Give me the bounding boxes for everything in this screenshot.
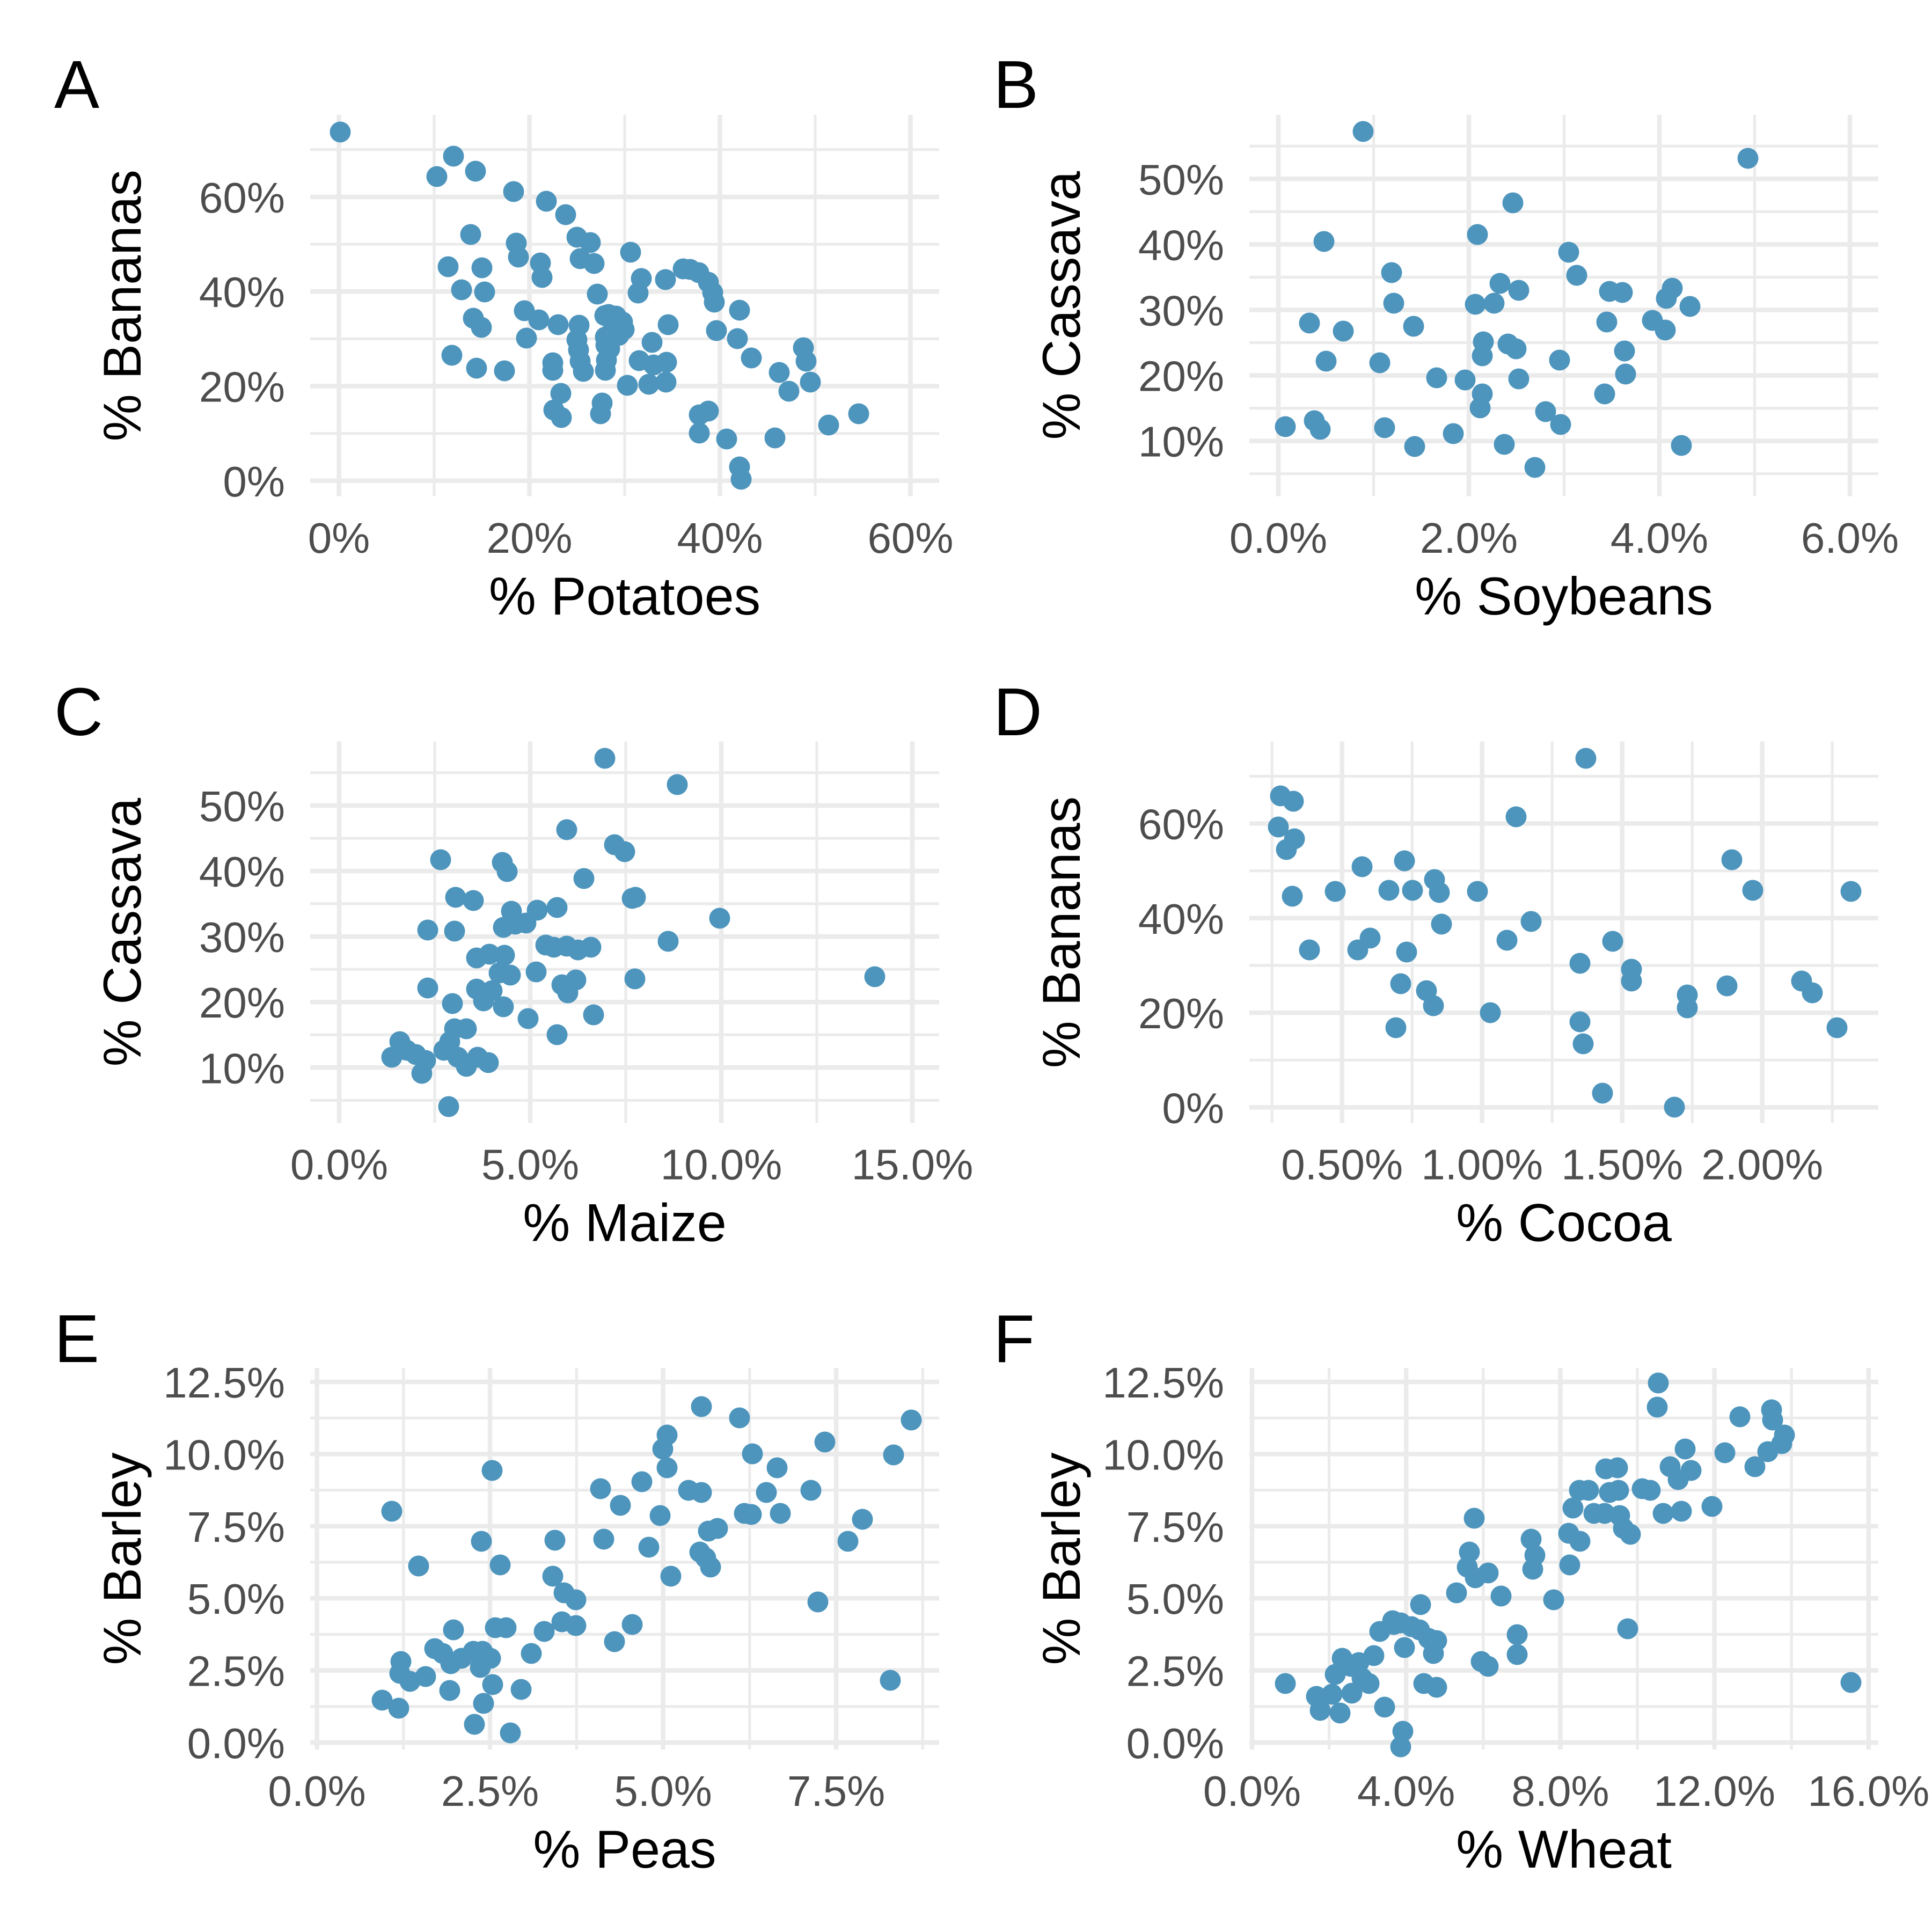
- svg-text:1.50%: 1.50%: [1561, 1141, 1683, 1189]
- svg-text:40%: 40%: [677, 514, 763, 562]
- svg-text:30%: 30%: [199, 913, 285, 961]
- svg-text:16.0%: 16.0%: [1807, 1767, 1929, 1815]
- svg-text:F: F: [993, 1301, 1035, 1377]
- svg-text:10%: 10%: [199, 1044, 285, 1092]
- svg-text:6.0%: 6.0%: [1801, 514, 1899, 562]
- svg-text:20%: 20%: [486, 514, 572, 562]
- svg-text:% Wheat: % Wheat: [1456, 1819, 1672, 1879]
- svg-text:5.0%: 5.0%: [187, 1575, 285, 1623]
- svg-text:8.0%: 8.0%: [1511, 1767, 1609, 1815]
- svg-text:12.5%: 12.5%: [1102, 1359, 1224, 1407]
- svg-text:% Maize: % Maize: [523, 1193, 727, 1253]
- svg-text:% Cassava: % Cassava: [92, 797, 152, 1067]
- svg-text:2.5%: 2.5%: [187, 1648, 285, 1695]
- svg-text:5.0%: 5.0%: [1126, 1575, 1224, 1623]
- svg-text:0.0%: 0.0%: [187, 1719, 285, 1767]
- svg-text:7.5%: 7.5%: [187, 1503, 285, 1551]
- svg-text:C: C: [54, 674, 103, 750]
- svg-text:A: A: [54, 47, 99, 122]
- svg-text:40%: 40%: [199, 848, 285, 896]
- svg-text:50%: 50%: [199, 782, 285, 830]
- svg-text:% Bananas: % Bananas: [92, 170, 152, 441]
- svg-text:20%: 20%: [1138, 353, 1224, 400]
- svg-text:0%: 0%: [1162, 1084, 1224, 1132]
- svg-text:20%: 20%: [199, 979, 285, 1027]
- svg-text:% Peas: % Peas: [533, 1819, 716, 1879]
- svg-text:40%: 40%: [199, 268, 285, 316]
- svg-text:% Bananas: % Bananas: [1031, 796, 1091, 1068]
- svg-text:7.5%: 7.5%: [1126, 1503, 1224, 1551]
- svg-text:0.0%: 0.0%: [1203, 1767, 1301, 1815]
- svg-text:0.50%: 0.50%: [1281, 1141, 1403, 1189]
- svg-text:0.0%: 0.0%: [1230, 514, 1327, 562]
- svg-text:12.0%: 12.0%: [1653, 1767, 1775, 1815]
- svg-text:% Barley: % Barley: [1031, 1452, 1091, 1665]
- svg-text:0%: 0%: [223, 458, 285, 506]
- svg-text:10.0%: 10.0%: [661, 1141, 782, 1189]
- svg-text:B: B: [993, 47, 1038, 122]
- svg-text:40%: 40%: [1138, 895, 1224, 943]
- svg-text:0.0%: 0.0%: [268, 1767, 365, 1815]
- svg-text:2.5%: 2.5%: [441, 1767, 539, 1815]
- svg-text:E: E: [54, 1301, 99, 1377]
- svg-text:2.0%: 2.0%: [1420, 514, 1518, 562]
- svg-text:40%: 40%: [1138, 221, 1224, 269]
- svg-text:4.0%: 4.0%: [1357, 1767, 1455, 1815]
- svg-text:10%: 10%: [1138, 418, 1224, 466]
- svg-text:% Barley: % Barley: [92, 1452, 152, 1665]
- svg-text:% Cocoa: % Cocoa: [1456, 1193, 1672, 1253]
- svg-text:7.5%: 7.5%: [787, 1767, 885, 1815]
- svg-text:5.0%: 5.0%: [614, 1767, 712, 1815]
- svg-text:0%: 0%: [308, 514, 370, 562]
- svg-text:10.0%: 10.0%: [1102, 1431, 1224, 1479]
- svg-text:15.0%: 15.0%: [852, 1141, 974, 1189]
- svg-text:60%: 60%: [199, 174, 285, 222]
- svg-text:0.0%: 0.0%: [290, 1141, 388, 1189]
- svg-text:% Cassava: % Cassava: [1031, 171, 1091, 440]
- svg-text:% Potatoes: % Potatoes: [489, 566, 760, 626]
- svg-text:5.0%: 5.0%: [481, 1141, 579, 1189]
- svg-text:4.0%: 4.0%: [1611, 514, 1708, 562]
- svg-text:1.00%: 1.00%: [1421, 1141, 1543, 1189]
- svg-text:D: D: [993, 674, 1042, 750]
- svg-text:% Soybeans: % Soybeans: [1415, 566, 1713, 626]
- svg-text:50%: 50%: [1138, 156, 1224, 203]
- svg-text:2.5%: 2.5%: [1126, 1648, 1224, 1695]
- svg-text:60%: 60%: [1138, 801, 1224, 848]
- svg-text:60%: 60%: [867, 514, 953, 562]
- svg-text:0.0%: 0.0%: [1126, 1719, 1224, 1767]
- svg-text:10.0%: 10.0%: [163, 1431, 285, 1479]
- svg-text:30%: 30%: [1138, 287, 1224, 335]
- svg-text:12.5%: 12.5%: [163, 1359, 285, 1407]
- svg-text:20%: 20%: [199, 363, 285, 411]
- svg-text:20%: 20%: [1138, 990, 1224, 1037]
- svg-text:2.00%: 2.00%: [1701, 1141, 1823, 1189]
